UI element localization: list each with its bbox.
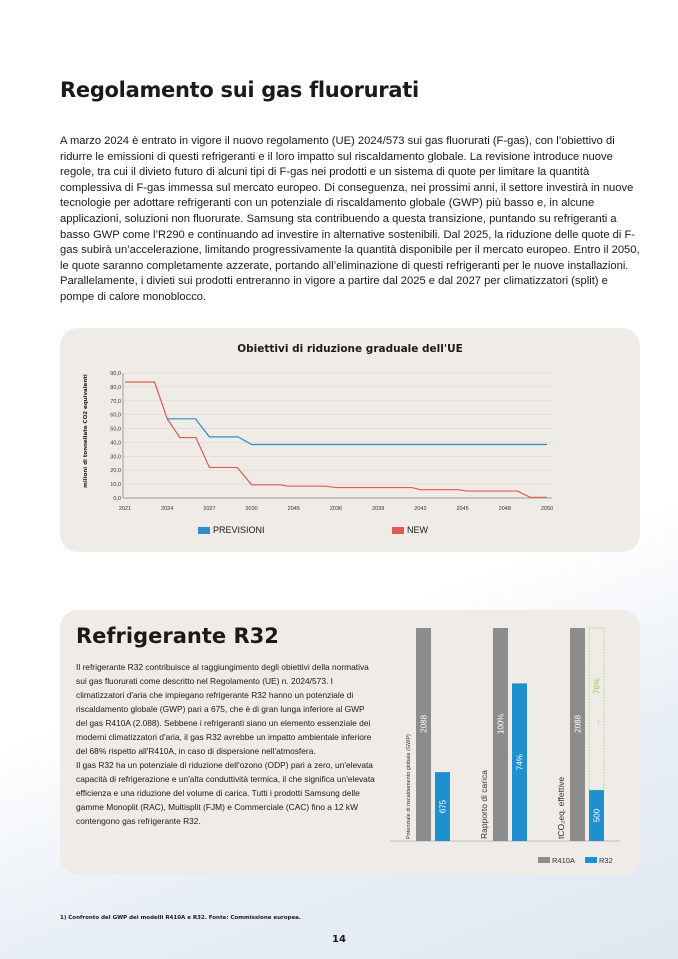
legend-swatch-previsioni bbox=[198, 526, 210, 534]
legend-label: R410A bbox=[552, 856, 575, 865]
reduction-box bbox=[588, 627, 605, 791]
x-tick-label: 2024 bbox=[161, 506, 173, 512]
y-tick-label: 30,0 bbox=[110, 454, 121, 460]
x-tick-label: 2030 bbox=[245, 506, 257, 512]
bar-r410a bbox=[493, 628, 508, 841]
legend-label: R32 bbox=[599, 856, 613, 865]
x-tick-label: 2042 bbox=[414, 506, 426, 512]
series-line-previsioni bbox=[167, 418, 547, 446]
r32-card: Refrigerante R32 Il refrigerante R32 con… bbox=[60, 610, 640, 875]
legend-new: NEW bbox=[392, 525, 428, 535]
x-tick-label: 2036 bbox=[330, 506, 342, 512]
y-tick-label: 10,0 bbox=[110, 482, 121, 488]
x-tick-label: 2045 bbox=[456, 506, 468, 512]
y-tick-label: 90,0 bbox=[110, 371, 121, 377]
r32-heading: Refrigerante R32 bbox=[76, 624, 279, 648]
y-tick-label: 40,0 bbox=[110, 440, 121, 446]
x-tick-label: 2039 bbox=[372, 506, 384, 512]
bar-value-label: 500 bbox=[593, 808, 602, 822]
page-title: Regolamento sui gas fluorurati bbox=[60, 78, 419, 102]
y-tick-label: 50,0 bbox=[110, 427, 121, 433]
x-tick-label: 2050 bbox=[541, 506, 553, 512]
bar-r410a bbox=[570, 628, 585, 841]
x-tick-label: 2048 bbox=[499, 506, 511, 512]
bar-r410a bbox=[416, 628, 431, 841]
footnote: 1) Confronto del GWP dei modelli R410A e… bbox=[60, 915, 301, 921]
legend-swatch-r32 bbox=[585, 857, 597, 863]
legend-label: NEW bbox=[407, 525, 428, 535]
y-tick-label: 80,0 bbox=[110, 385, 121, 391]
bar-value-label: 2088 bbox=[420, 714, 429, 732]
r32-body: Il refrigerante R32 contribuisce al ragg… bbox=[76, 660, 376, 828]
legend-previsioni: PREVISIONI bbox=[198, 525, 265, 535]
y-tick-label: 70,0 bbox=[110, 399, 121, 405]
reduction-chart-card: Obiettivi di riduzione graduale dell'UE … bbox=[60, 328, 640, 552]
legend-label: PREVISIONI bbox=[213, 525, 265, 535]
series-line-new bbox=[125, 381, 547, 498]
group-label: Rapporto di carica bbox=[479, 770, 489, 839]
legend-swatch-new bbox=[392, 526, 404, 534]
page-number: 14 bbox=[332, 934, 346, 945]
group-label: tCO₂eq. effettive bbox=[556, 777, 566, 839]
bar-chart: Potenziale di riscaldamento globale (GWP… bbox=[390, 627, 620, 865]
x-tick-label: 2027 bbox=[203, 506, 215, 512]
down-arrow-icon: → bbox=[593, 719, 602, 727]
legend-swatch-r410a bbox=[538, 857, 550, 863]
bar-r32 bbox=[512, 683, 527, 841]
bar-value-label: 675 bbox=[439, 799, 448, 813]
bar-r32 bbox=[589, 789, 604, 841]
line-chart: 0,0 10,0 20,0 30,0 40,0 50,0 60,0 70,0 80,0 90,0 2… bbox=[110, 371, 553, 512]
group-label: Potenziale di riscaldamento globale (GWP… bbox=[406, 734, 412, 839]
intro-paragraph: A marzo 2024 è entrato in vigore il nuov… bbox=[60, 135, 640, 303]
bar-value-label: 74% bbox=[516, 754, 525, 770]
x-tick-label: 2045 bbox=[288, 506, 300, 512]
r32-paragraph-1: Il refrigerante R32 contribuisce al ragg… bbox=[76, 662, 372, 756]
bar-r32 bbox=[435, 772, 450, 841]
chart-title: Obiettivi di riduzione graduale dell'UE bbox=[237, 343, 463, 355]
y-tick-label: 20,0 bbox=[110, 468, 121, 474]
r32-paragraph-2: Il gas R32 ha un potenziale di riduzione… bbox=[76, 760, 375, 826]
x-tick-label: 2021 bbox=[119, 506, 131, 512]
bar-value-label: 100% bbox=[497, 714, 506, 734]
y-tick-label: 0,0 bbox=[113, 496, 121, 502]
y-tick-label: 60,0 bbox=[110, 413, 121, 419]
reduction-label: 76% bbox=[593, 678, 602, 694]
bar-value-label: 2088 bbox=[574, 714, 583, 732]
